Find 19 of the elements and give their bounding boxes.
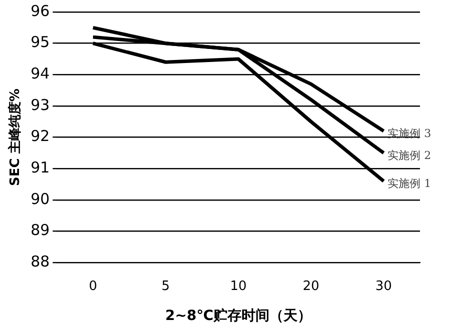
y-tick-label: 96 [30, 2, 50, 20]
x-tick-label: 30 [375, 278, 392, 294]
series-label: 实施例 1 [388, 177, 432, 190]
x-tick-label: 0 [88, 278, 98, 294]
y-tick-label: 91 [30, 158, 50, 177]
x-tick-label: 10 [230, 278, 247, 294]
series-label: 实施例 3 [388, 126, 432, 140]
series-label: 实施例 2 [388, 148, 432, 162]
x-axis-title: 2~8℃贮存时间（天） [165, 307, 312, 324]
y-tick-label: 89 [30, 221, 50, 240]
y-tick-label: 92 [30, 127, 50, 146]
x-tick-label: 5 [162, 278, 170, 294]
y-tick-label: 95 [30, 33, 50, 52]
y-tick-label: 90 [30, 190, 50, 208]
y-tick-label: 88 [30, 252, 50, 270]
y-tick-label: 94 [30, 64, 50, 83]
x-tick-label: 20 [302, 278, 320, 294]
y-tick-label: 93 [30, 96, 50, 114]
y-axis-title: SEC 主峰纯度% [7, 88, 24, 186]
